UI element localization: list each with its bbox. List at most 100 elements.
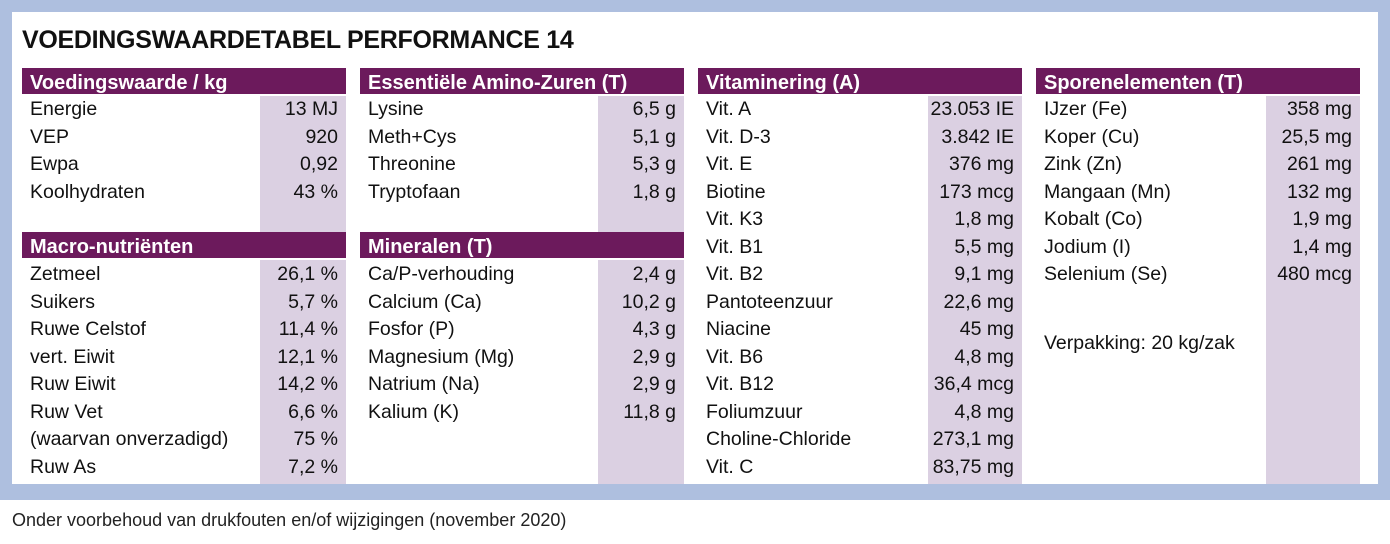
row-label: Suikers [30, 290, 96, 313]
row-label: Kalium (K) [368, 400, 460, 423]
row-value: 5,3 g [632, 153, 676, 175]
table-row: vert. Eiwit 12,1 % [22, 344, 346, 372]
row-value: 23.053 IE [930, 98, 1014, 120]
row-value: 43 % [293, 180, 338, 203]
column-amino-mineralen: Essentiële Amino-Zuren (T) Lysine 6,5 g Me… [360, 68, 684, 484]
table-row: Fosfor (P) 4,3 g [360, 316, 684, 344]
table-row: IJzer (Fe) 358 mg [1036, 96, 1360, 124]
row-value: 75 % [293, 428, 338, 450]
row-label: Koper (Cu) [1044, 125, 1140, 148]
table-row: Koolhydraten 43 % [22, 179, 346, 207]
vitaminering-rows: Vit. A 23.053 IE Vit. D-3 3.842 IE Vit. E 376… [698, 96, 1022, 481]
row-label: Ewpa [30, 153, 79, 175]
row-value: 376 mg [948, 153, 1014, 175]
column-sporenelementen: Sporenelementen (T) IJzer (Fe) 358 mg Kope… [1036, 68, 1360, 484]
row-value: 12,1 % [277, 345, 338, 368]
row-label: Zink (Zn) [1044, 153, 1122, 175]
row-label: Ca/P-verhouding [368, 263, 515, 285]
table-row: Jodium (I) 1,4 mg [1036, 234, 1360, 262]
table-row: Suikers 5,7 % [22, 289, 346, 317]
row-value: 25,5 mg [1281, 125, 1352, 148]
table-row: Vit. B2 9,1 mg [698, 261, 1022, 289]
table-row: Ruwe Celstof 11,4 % [22, 316, 346, 344]
row-label: Vit. B6 [706, 345, 764, 368]
amino-rows: Lysine 6,5 g Meth+Cys 5,1 g Threonine 5,3 g Tr… [360, 96, 684, 206]
value-column-shade [598, 68, 684, 484]
row-label: Ruw Vet [30, 400, 103, 423]
table-row: Meth+Cys 5,1 g [360, 124, 684, 152]
row-value: 4,3 g [632, 318, 676, 340]
row-label: Calcium (Ca) [368, 290, 482, 313]
row-value: 358 mg [1286, 98, 1352, 120]
row-label: Vit. D-3 [706, 125, 771, 148]
row-label: Ruw Eiwit [30, 373, 116, 395]
row-label: Selenium (Se) [1044, 263, 1168, 285]
row-value: 920 [305, 125, 338, 148]
row-label: Kobalt (Co) [1044, 208, 1143, 230]
row-value: 1,8 g [632, 180, 676, 203]
row-label: Meth+Cys [368, 125, 457, 148]
row-value: 5,1 g [632, 125, 676, 148]
row-label: VEP [30, 125, 70, 148]
row-value: 6,6 % [288, 400, 338, 423]
row-label: Vit. B12 [706, 373, 774, 395]
table-row: Mangaan (Mn) 132 mg [1036, 179, 1360, 207]
table-row: Vit. B12 36,4 mcg [698, 371, 1022, 399]
row-value: 1,4 mg [1292, 235, 1352, 258]
row-label: Zetmeel [30, 263, 101, 285]
table-row: Choline-Chloride 273,1 mg [698, 426, 1022, 454]
row-value: 36,4 mcg [933, 373, 1014, 395]
sporenelementen-rows: IJzer (Fe) 358 mg Koper (Cu) 25,5 mg Zink (Z… [1036, 96, 1360, 289]
table-row: Niacine 45 mg [698, 316, 1022, 344]
row-value: 2,4 g [632, 263, 676, 285]
row-label: Vit. B2 [706, 263, 764, 285]
voedingswaarde-rows: Energie 13 MJ VEP 920 Ewpa 0,92 Koolhydraten 43… [22, 96, 346, 206]
nutrition-panel: VOEDINGSWAARDETABEL PERFORMANCE 14 Voedi… [12, 12, 1378, 484]
row-label: Pantoteenzuur [706, 290, 833, 313]
row-value: 13 MJ [284, 98, 338, 120]
table-row: Zetmeel 26,1 % [22, 261, 346, 289]
amino-header: Essentiële Amino-Zuren (T) [360, 68, 684, 96]
table-row: Vit. D-3 3.842 IE [698, 124, 1022, 152]
row-label: Choline-Chloride [706, 428, 852, 450]
row-value: 1,8 mg [954, 208, 1014, 230]
mineralen-rows: Ca/P-verhouding 2,4 g Calcium (Ca) 10,2 g Fo… [360, 261, 684, 426]
table-row: Ca/P-verhouding 2,4 g [360, 261, 684, 289]
page-frame: VOEDINGSWAARDETABEL PERFORMANCE 14 Voedi… [0, 0, 1390, 500]
table-row: Ruw Eiwit 14,2 % [22, 371, 346, 399]
table-row: Ruw As 7,2 % [22, 454, 346, 482]
row-value: 2,9 g [632, 345, 676, 368]
row-label: IJzer (Fe) [1044, 98, 1128, 120]
row-value: 5,5 mg [954, 235, 1014, 258]
row-value: 7,2 % [288, 455, 338, 478]
row-value: 6,5 g [632, 98, 676, 120]
row-label: Magnesium (Mg) [368, 345, 515, 368]
row-label: Lysine [368, 98, 424, 120]
row-value: 173 mcg [939, 180, 1014, 203]
table-row: Zink (Zn) 261 mg [1036, 151, 1360, 179]
row-label: Tryptofaan [368, 180, 461, 203]
row-value: 22,6 mg [943, 290, 1014, 313]
column-voedingswaarde-macro: Voedingswaarde / kg Energie 13 MJ VEP 920 Ew… [22, 68, 346, 484]
row-value: 26,1 % [277, 263, 338, 285]
row-label: Vit. E [706, 153, 753, 175]
table-row: VEP 920 [22, 124, 346, 152]
vitaminering-header: Vitaminering (A) [698, 68, 1022, 96]
value-column-shade [1266, 68, 1360, 484]
row-label: Ruw As [30, 455, 97, 478]
table-row: Pantoteenzuur 22,6 mg [698, 289, 1022, 317]
row-value: 4,8 mg [954, 345, 1014, 368]
row-value: 2,9 g [632, 373, 676, 395]
table-row: Vit. E 376 mg [698, 151, 1022, 179]
row-value: 261 mg [1286, 153, 1352, 175]
row-label: Vit. A [706, 98, 752, 120]
table-row: Vit. C 83,75 mg [698, 454, 1022, 482]
table-row: Magnesium (Mg) 2,9 g [360, 344, 684, 372]
table-row: Foliumzuur 4,8 mg [698, 399, 1022, 427]
table-row: Selenium (Se) 480 mcg [1036, 261, 1360, 289]
macro-header: Macro-nutriënten [22, 232, 346, 260]
voedingswaarde-header: Voedingswaarde / kg [22, 68, 346, 96]
table-row: Threonine 5,3 g [360, 151, 684, 179]
table-row: Tryptofaan 1,8 g [360, 179, 684, 207]
table-row: Ruw Vet 6,6 % [22, 399, 346, 427]
